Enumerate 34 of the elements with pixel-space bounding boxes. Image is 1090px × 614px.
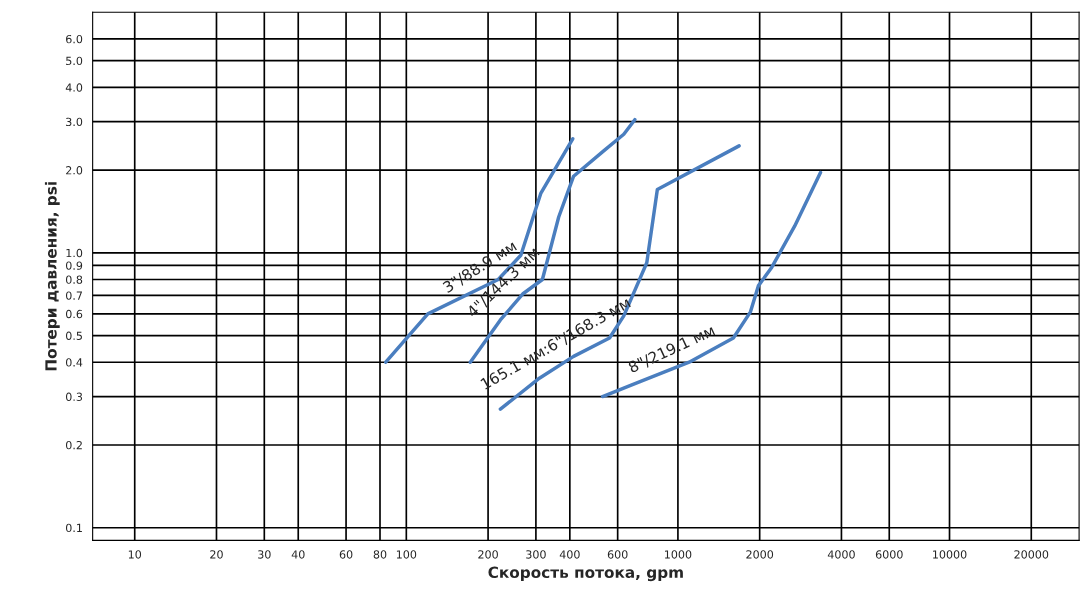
x-tick-label: 20 [210,550,223,559]
x-tick-label: 10 [128,550,142,559]
x-tick-label: 20000 [1014,550,1049,559]
y-tick-label: 0.1 [65,523,82,533]
x-tick-label: 1000 [665,550,692,559]
x-tick-label: 10000 [933,550,967,559]
x-tick-label: 100 [396,550,417,559]
x-tick-label: 60 [339,550,353,559]
x-axis-title: Скорость потока, gpm [488,566,683,582]
y-tick-label: 0.8 [65,275,83,284]
y-tick-label: 1.0 [66,248,83,258]
x-tick-label: 400 [559,550,580,559]
y-tick-label: 0.4 [65,358,83,367]
x-tick-label: 300 [526,550,546,559]
y-tick-label: 0.3 [65,392,83,401]
x-tick-label: 6000 [875,550,903,559]
y-axis-title: Потери давления, psi [44,182,60,371]
x-tick-label: 200 [478,550,498,559]
x-tick-label: 600 [607,550,628,559]
y-tick-label: 0.6 [65,309,83,319]
y-tick-label: 3.0 [66,117,83,127]
x-tick-label: 30 [258,550,271,559]
y-tick-label: 5.0 [66,56,83,66]
x-tick-label: 80 [373,550,387,559]
x-tick-label: 4000 [827,550,855,559]
y-tick-label: 0.9 [65,261,83,270]
y-tick-label: 0.7 [65,291,82,300]
x-tick-label: 2000 [746,550,774,559]
x-tick-label: 40 [291,550,305,559]
y-tick-label: 0.2 [65,440,82,450]
y-tick-label: 4.0 [65,83,83,92]
y-tick-label: 6.0 [66,34,83,44]
y-tick-label: 0.5 [65,331,82,340]
y-tick-label: 2.0 [66,166,83,175]
